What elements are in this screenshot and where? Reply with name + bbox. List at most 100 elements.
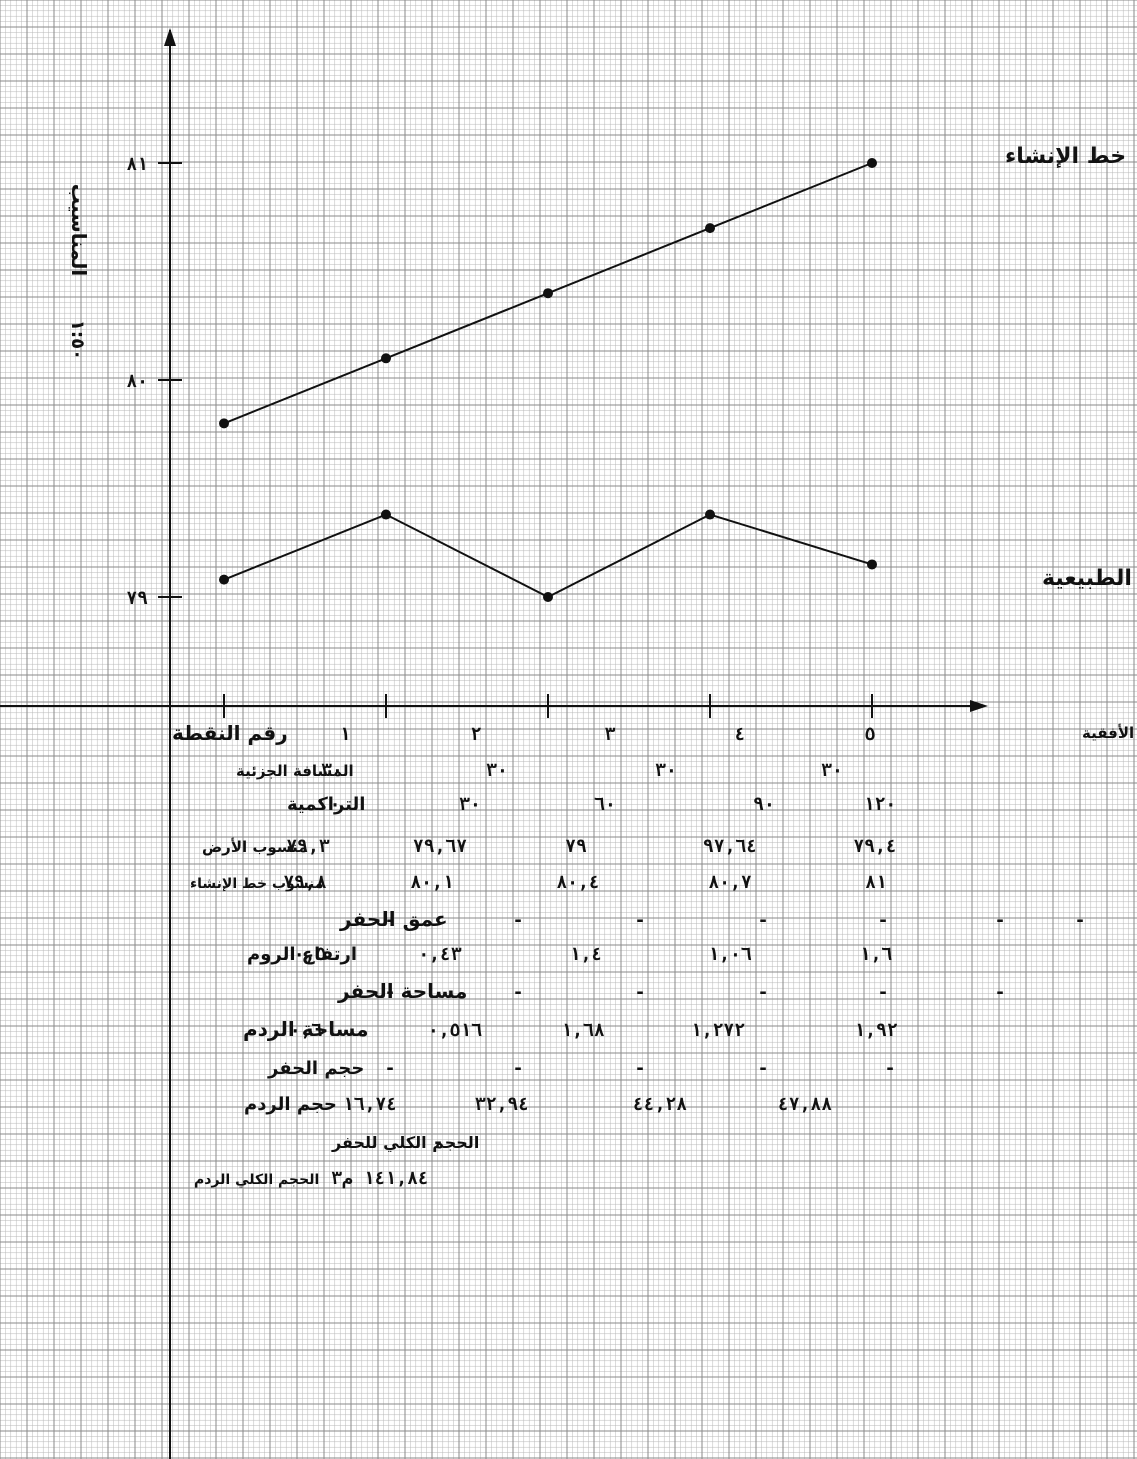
table-cell: - — [385, 910, 396, 931]
series-point — [543, 592, 553, 602]
table-cell: - — [513, 910, 524, 931]
table-row-label: ارتفاع الروم — [247, 944, 357, 965]
table-row-label: مساحة الحفر — [337, 979, 467, 1003]
table-cell: - — [433, 1132, 444, 1153]
table-cell: - — [513, 1058, 524, 1079]
table-cell: ٧٩,٨ — [283, 872, 327, 893]
table-cell: ٣٠ — [486, 760, 508, 781]
table-cell: ٣٠ — [321, 760, 343, 781]
series-point — [867, 559, 877, 570]
table-cell: - — [385, 982, 396, 1003]
table-cell: ٠,٥١٦ — [428, 1020, 482, 1041]
y-axis-arrow-icon — [164, 28, 176, 46]
table-row-label: حجم الردم — [244, 1094, 337, 1115]
table-cell: ٣ — [605, 724, 616, 745]
table-cell: ٦٠ — [594, 794, 616, 815]
table-cell: ٨٠,٤ — [556, 872, 599, 893]
table-cell: ٣٠ — [459, 794, 481, 815]
x-ticks — [223, 694, 873, 718]
table-cell: - — [878, 910, 889, 931]
table-cell: ٧٩ — [565, 836, 587, 857]
table-cell: ١,٢٧٢ — [691, 1020, 745, 1041]
table-cell: - — [385, 1058, 396, 1079]
table-cell: ٣٢,٩٤ — [475, 1094, 529, 1115]
series-point — [867, 158, 877, 168]
table-cell: ٠,٥ — [294, 944, 327, 965]
table-row-label: مساحة الردم — [243, 1017, 368, 1041]
table-cell: ٧٩,٣ — [286, 836, 330, 857]
table-row-label: منسوب خط الإنشاء — [190, 876, 323, 892]
table-cell: ٥ — [865, 724, 876, 745]
series-line — [223, 513, 873, 599]
y-axis-scale: ١:٥٠ — [67, 320, 88, 360]
y-ticks: ٧٩ ٨٠ ٨١ — [126, 154, 182, 609]
series-point — [219, 418, 229, 429]
y-tick-label: ٨٠ — [126, 371, 148, 392]
table-row-label: الحجم الكلي الردم — [194, 1172, 319, 1188]
series-point — [381, 509, 391, 520]
series-point — [381, 353, 391, 364]
table-cell: - — [635, 1058, 646, 1079]
table-row-label: التراكمية — [287, 794, 365, 815]
table-cell: ٣٠ — [655, 760, 677, 781]
series-point — [705, 223, 715, 234]
table-cell: - — [758, 1058, 769, 1079]
table-cell: - — [1075, 910, 1086, 931]
table-cell: ٤٧,٨٨ — [778, 1094, 832, 1115]
table-cell: ١,٤ — [570, 944, 603, 965]
table-cell: ٧٩,٦٧ — [413, 836, 467, 857]
x-axis-arrow-icon — [970, 700, 988, 712]
x-axis-title: المسافات الأفقية — [1082, 724, 1137, 742]
table-cell: ١ — [340, 724, 351, 745]
table-cell: - — [995, 982, 1006, 1003]
table-row-label: المسافة الجزئية — [236, 762, 354, 780]
table-cell: - — [885, 1058, 896, 1079]
chart-axes — [0, 28, 988, 1459]
y-axis-title: المناسيب — [67, 184, 91, 276]
chart-series: خط الإنشاء الأرض الطبيعية — [219, 144, 1137, 602]
table-cell: - — [513, 982, 524, 1003]
y-tick-label: ٨١ — [126, 154, 148, 175]
table-cell: - — [758, 982, 769, 1003]
series-point — [705, 509, 715, 520]
table-cell: ٢ — [471, 724, 482, 745]
table-cell: ٩٧,٦٤ — [703, 836, 757, 857]
table-cell: - — [635, 982, 646, 1003]
table-cell: ٨٠,١ — [410, 872, 453, 893]
table-cell: ١,٩٢ — [854, 1020, 898, 1041]
table-cell: - — [635, 910, 646, 931]
series-point — [219, 574, 229, 585]
table-row-label: الحجم الكلي للحفر — [331, 1133, 479, 1153]
table-row-label: رقم النقطة — [172, 721, 288, 745]
table-cell: ٠ — [330, 794, 341, 815]
table-cell: ١,٠٦ — [708, 944, 752, 965]
table-row-label: عمق الحفر — [339, 907, 448, 931]
series-point — [543, 288, 553, 299]
series-label: الأرض الطبيعية — [1042, 563, 1137, 591]
table-cell: ٧٩,٤ — [853, 836, 896, 857]
table-cell: ١,٦ — [860, 944, 893, 965]
series-label: خط الإنشاء — [1005, 144, 1126, 169]
table-cell: ٠,٦ — [290, 1020, 323, 1041]
table-cell: ١,٦٨ — [561, 1020, 605, 1041]
table-cell: ٠,٤٣ — [418, 944, 462, 965]
table-cell: ١٤١,٨٤ م٣ — [331, 1168, 429, 1189]
table-cell: ٩٠ — [753, 794, 775, 815]
table-cell: ٨١ — [865, 872, 887, 893]
table-cell: ٨٠,٧ — [708, 872, 752, 893]
table-cell: ٤ — [735, 724, 746, 745]
table-cell: ٤٤,٢٨ — [633, 1094, 687, 1115]
table-cell: ١٢٠ — [864, 794, 897, 815]
table-cell: ١٦,٧٤ — [343, 1094, 397, 1115]
table-cell: - — [995, 910, 1006, 931]
table-cell: - — [878, 982, 889, 1003]
y-tick-label: ٧٩ — [126, 588, 148, 609]
table-cell: ٣٠ — [821, 760, 843, 781]
table-row-label: منسوب الأرض — [202, 838, 308, 856]
table-cell: - — [758, 910, 769, 931]
